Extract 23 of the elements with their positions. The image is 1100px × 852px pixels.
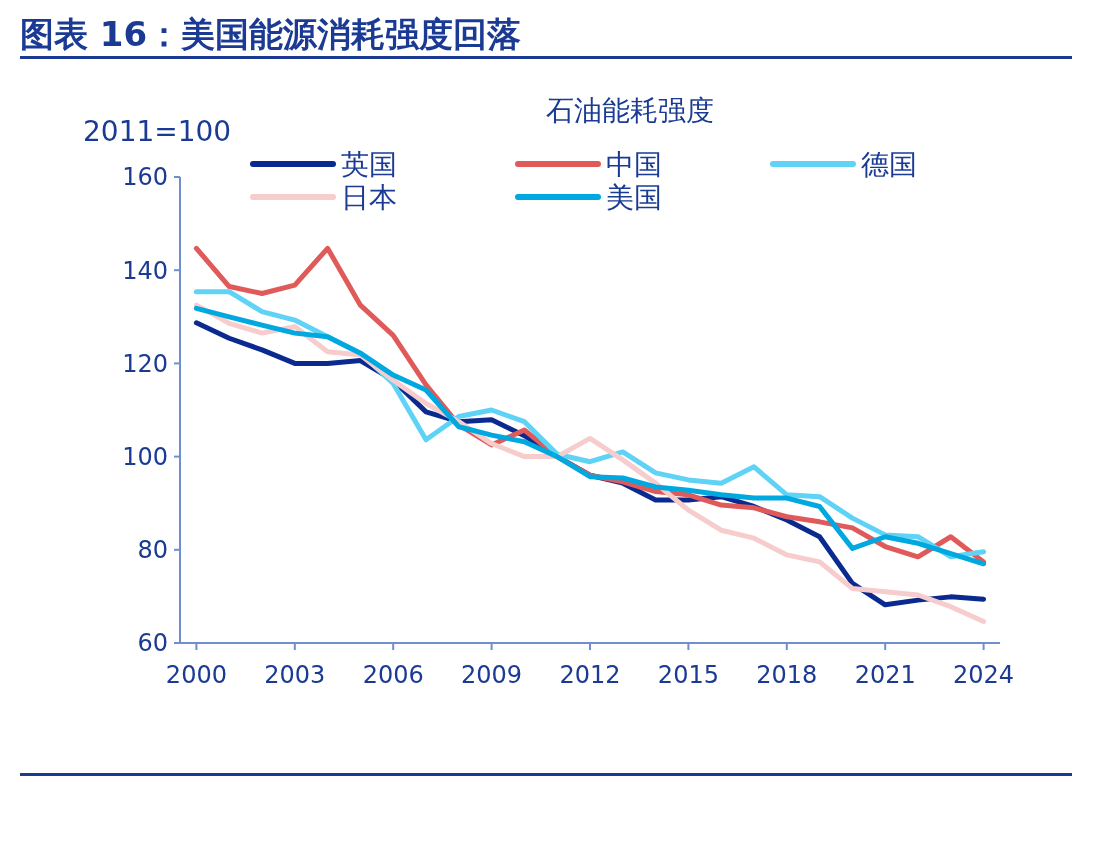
chart-title: 图表 16：美国能源消耗强度回落 <box>20 14 522 54</box>
chart-subtitle: 石油能耗强度 <box>546 94 714 127</box>
y-tick-label: 140 <box>122 256 168 285</box>
legend-label: 德国 <box>861 147 917 181</box>
y-tick-label: 100 <box>122 443 168 471</box>
x-tick-label: 2003 <box>264 661 326 689</box>
x-tick-label: 2018 <box>756 661 818 689</box>
y-tick-label: 160 <box>122 163 168 192</box>
legend-label: 美国 <box>606 180 662 214</box>
legend-label: 中国 <box>606 147 662 181</box>
x-tick-label: 2006 <box>362 661 424 689</box>
y-tick-label: 80 <box>137 536 168 565</box>
legend-label: 英国 <box>341 147 397 181</box>
legend-label: 日本 <box>341 180 397 214</box>
x-tick-label: 2024 <box>953 661 1015 689</box>
x-tick-label: 2021 <box>854 661 916 689</box>
x-tick-label: 2000 <box>165 661 227 689</box>
y-tick-label: 60 <box>137 629 168 658</box>
x-tick-label: 2012 <box>559 661 621 689</box>
x-tick-label: 2009 <box>461 661 523 689</box>
y-axis-title: 2011=100 <box>83 115 232 148</box>
x-tick-label: 2015 <box>657 661 719 689</box>
y-tick-label: 120 <box>122 349 168 378</box>
